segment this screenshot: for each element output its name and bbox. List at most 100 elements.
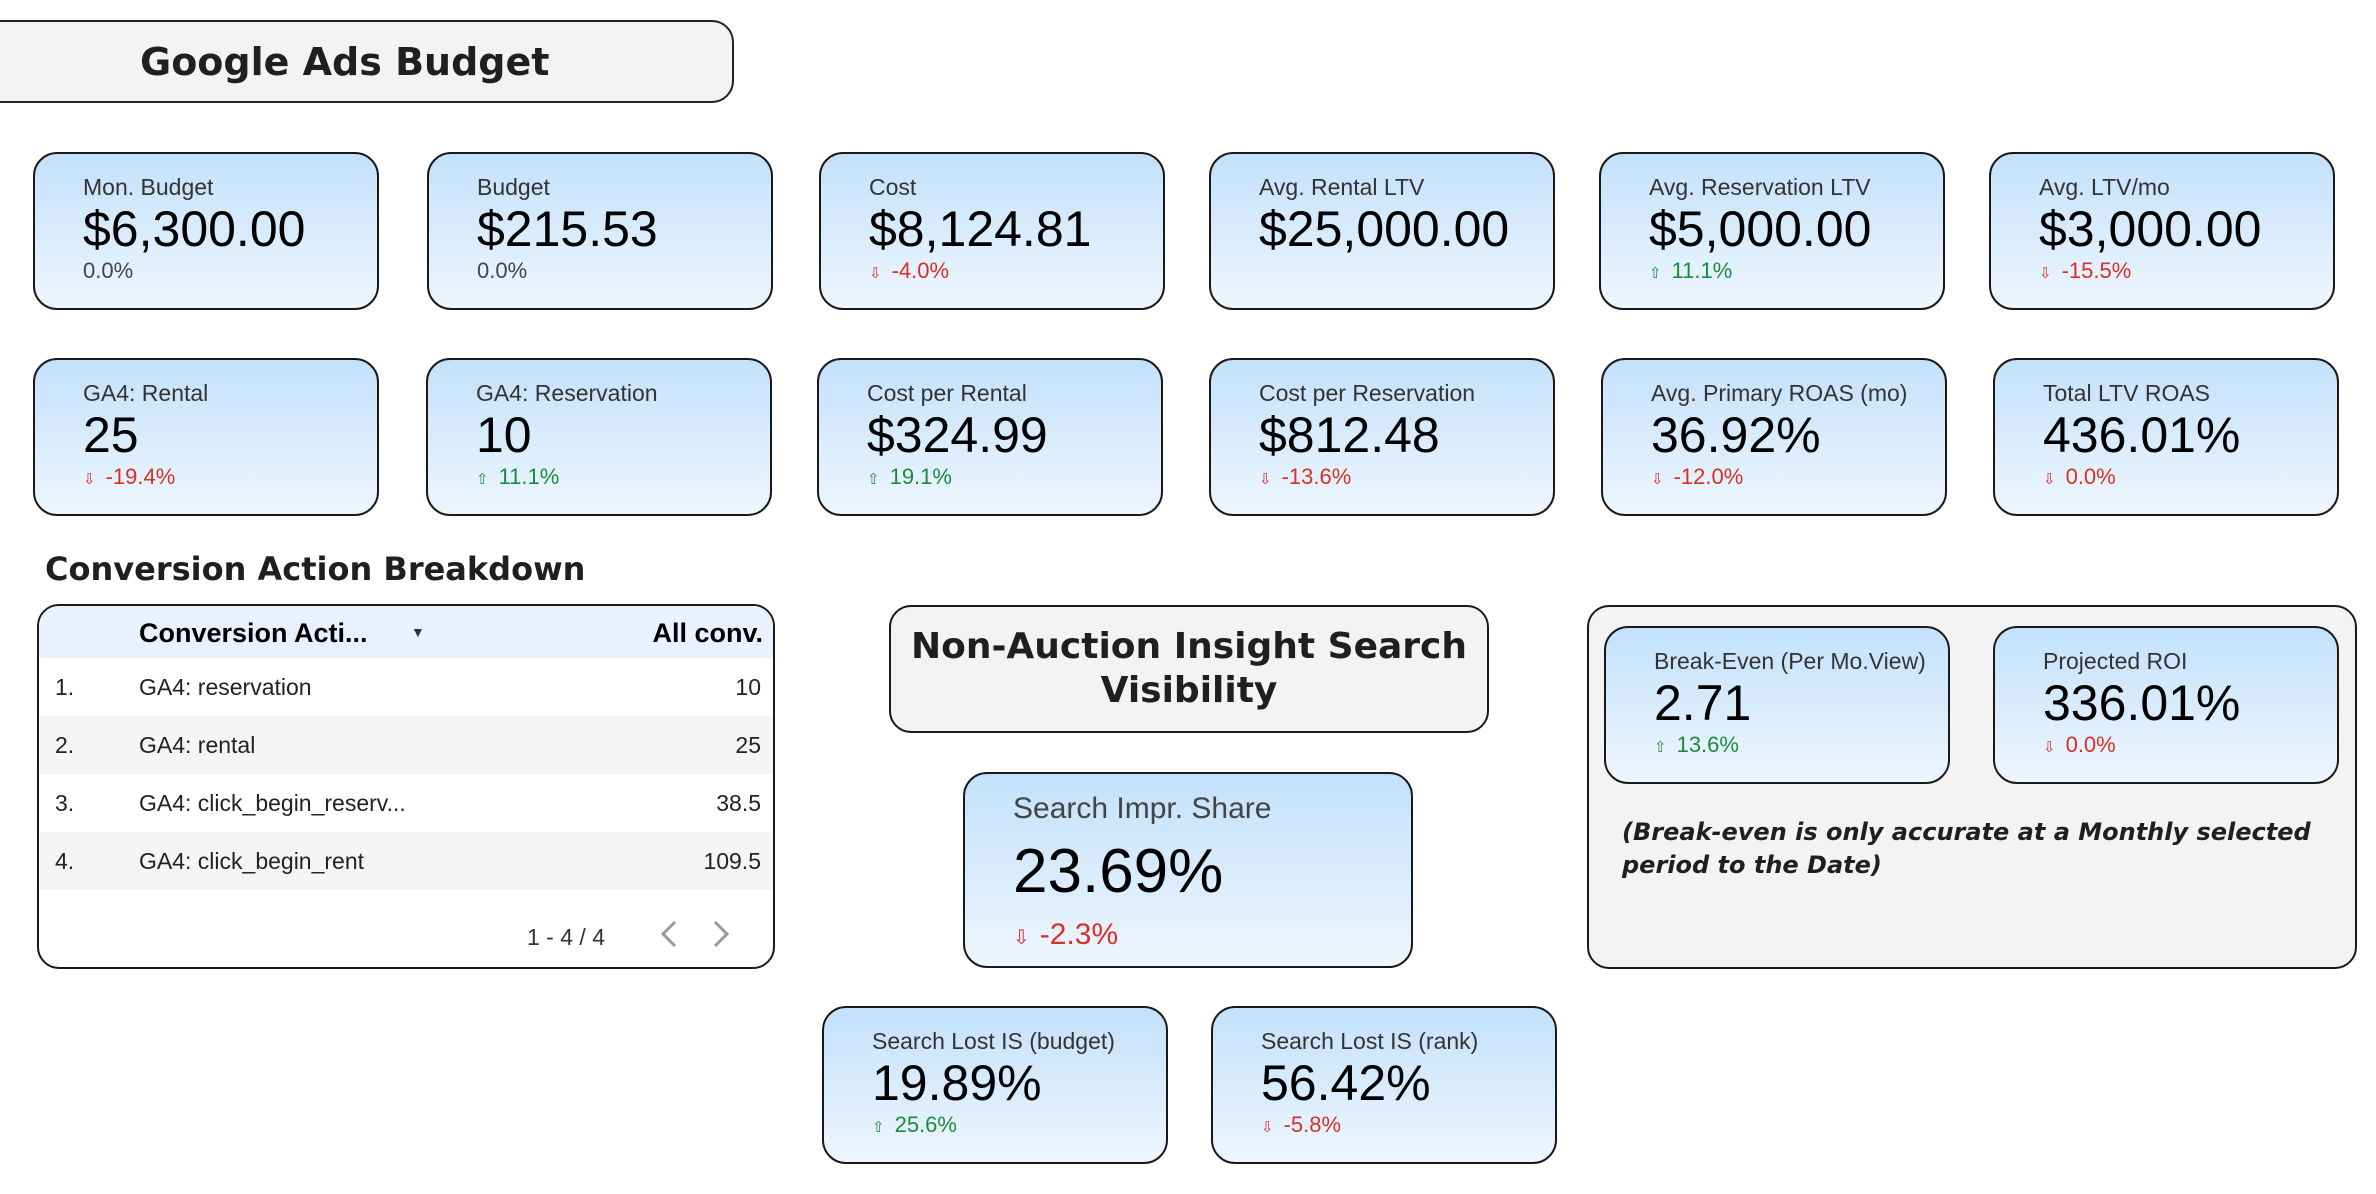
kpi-card-break-even[interactable]: Break-Even (Per Mo.View) 2.71 ⇧ 13.6% <box>1604 626 1950 784</box>
kpi-value: $25,000.00 <box>1259 201 1510 257</box>
kpi-value: 25 <box>83 407 139 463</box>
arrow-down-icon: ⇩ <box>2043 739 2056 756</box>
row-number: 4. <box>55 848 75 874</box>
kpi-change: ⇩ -5.8% <box>1261 1112 1342 1137</box>
arrow-down-icon: ⇩ <box>1013 927 1030 949</box>
kpi-label: Avg. Rental LTV <box>1259 174 1425 200</box>
row-number: 2. <box>55 732 75 758</box>
kpi-label: Search Impr. Share <box>1013 792 1272 825</box>
kpi-value: 56.42% <box>1261 1055 1431 1111</box>
kpi-value: 10 <box>476 407 532 463</box>
arrow-up-icon: ⇧ <box>867 471 880 488</box>
arrow-down-icon: ⇩ <box>2039 265 2052 282</box>
table-row[interactable]: 2. GA4: rental 25 <box>39 716 773 774</box>
kpi-value: 336.01% <box>2043 675 2241 731</box>
kpi-label: Cost per Reservation <box>1259 380 1476 406</box>
prev-page-button[interactable] <box>651 912 687 956</box>
kpi-label: Cost per Rental <box>867 380 1027 406</box>
kpi-card-ga4-reservation[interactable]: GA4: Reservation 10 ⇧ 11.1% <box>426 358 772 516</box>
break-even-note: (Break-even is only accurate at a Monthl… <box>1622 818 2311 879</box>
kpi-label: Projected ROI <box>2043 648 2188 674</box>
kpi-card-search-lost-is-budget[interactable]: Search Lost IS (budget) 19.89% ⇧ 25.6% <box>822 1006 1168 1164</box>
kpi-card-avg-reservation-ltv[interactable]: Avg. Reservation LTV $5,000.00 ⇧ 11.1% <box>1599 152 1945 310</box>
arrow-down-icon: ⇩ <box>83 471 96 488</box>
next-page-button[interactable] <box>703 912 739 956</box>
row-action: GA4: rental <box>139 732 256 758</box>
arrow-up-icon: ⇧ <box>476 471 489 488</box>
kpi-label: Break-Even (Per Mo.View) <box>1654 648 1926 674</box>
table-row[interactable]: 1. GA4: reservation 10 <box>39 658 773 716</box>
arrow-up-icon: ⇧ <box>1654 739 1667 756</box>
kpi-value: 2.71 <box>1654 675 1752 731</box>
kpi-card-avg-primary-roas[interactable]: Avg. Primary ROAS (mo) 36.92% ⇩ -12.0% <box>1601 358 1947 516</box>
chevron-right-icon <box>713 920 730 948</box>
kpi-card-mon-budget[interactable]: Mon. Budget $6,300.00 0.0% <box>33 152 379 310</box>
arrow-down-icon: ⇩ <box>1261 1119 1274 1136</box>
kpi-change: ⇩ 0.0% <box>2043 464 2116 489</box>
kpi-change: ⇩ 0.0% <box>2043 732 2116 757</box>
column-header-conversion-action[interactable]: Conversion Acti... <box>139 618 368 648</box>
conversion-table: Conversion Acti... ▼ All conv. 1. GA4: r… <box>37 604 775 969</box>
kpi-card-avg-rental-ltv[interactable]: Avg. Rental LTV $25,000.00 <box>1209 152 1555 310</box>
kpi-change: ⇩ -15.5% <box>2039 258 2132 283</box>
kpi-change: ⇧ 25.6% <box>872 1112 957 1137</box>
kpi-label: Avg. LTV/mo <box>2039 174 2170 200</box>
kpi-change: ⇩ -4.0% <box>869 258 950 283</box>
arrow-up-icon: ⇧ <box>1649 265 1662 282</box>
kpi-value: $812.48 <box>1259 407 1440 463</box>
kpi-value: $324.99 <box>867 407 1048 463</box>
non-auction-title: Non-Auction Insight Search Visibility <box>911 626 1467 711</box>
kpi-label: GA4: Rental <box>83 380 209 406</box>
kpi-card-search-lost-is-rank[interactable]: Search Lost IS (rank) 56.42% ⇩ -5.8% <box>1211 1006 1557 1164</box>
non-auction-title-banner: Non-Auction Insight Search Visibility <box>889 605 1489 733</box>
table-row[interactable]: 4. GA4: click_begin_rent 109.5 <box>39 832 773 890</box>
kpi-label: Mon. Budget <box>83 174 214 200</box>
kpi-label: Cost <box>869 174 917 200</box>
kpi-value: $8,124.81 <box>869 201 1092 257</box>
row-value: 10 <box>735 674 761 700</box>
kpi-label: Budget <box>477 174 550 200</box>
row-value: 38.5 <box>716 790 761 816</box>
kpi-change: ⇧ 11.1% <box>1649 258 1733 283</box>
row-number: 1. <box>55 674 75 700</box>
kpi-value: 36.92% <box>1651 407 1821 463</box>
kpi-change: ⇩ -2.3% <box>1013 918 1119 951</box>
arrow-down-icon: ⇩ <box>869 265 882 282</box>
kpi-value: $6,300.00 <box>83 201 306 257</box>
arrow-down-icon: ⇩ <box>1651 471 1664 488</box>
kpi-card-total-ltv-roas[interactable]: Total LTV ROAS 436.01% ⇩ 0.0% <box>1993 358 2339 516</box>
kpi-value: 436.01% <box>2043 407 2241 463</box>
kpi-card-projected-roi[interactable]: Projected ROI 336.01% ⇩ 0.0% <box>1993 626 2339 784</box>
kpi-card-cost-per-rental[interactable]: Cost per Rental $324.99 ⇧ 19.1% <box>817 358 1163 516</box>
kpi-change: 0.0% <box>83 258 134 283</box>
page-title-banner: Google Ads Budget <box>0 20 734 103</box>
kpi-card-avg-ltv-mo[interactable]: Avg. LTV/mo $3,000.00 ⇩ -15.5% <box>1989 152 2335 310</box>
row-number: 3. <box>55 790 75 816</box>
kpi-value: 19.89% <box>872 1055 1042 1111</box>
kpi-value: $215.53 <box>477 201 658 257</box>
row-action: GA4: reservation <box>139 674 312 700</box>
sort-caret-icon[interactable]: ▼ <box>411 624 425 640</box>
arrow-up-icon: ⇧ <box>872 1119 885 1136</box>
kpi-card-cost-per-reservation[interactable]: Cost per Reservation $812.48 ⇩ -13.6% <box>1209 358 1555 516</box>
kpi-value: $3,000.00 <box>2039 201 2262 257</box>
arrow-down-icon: ⇩ <box>2043 471 2056 488</box>
kpi-value: 23.69% <box>1013 837 1224 906</box>
kpi-card-ga4-rental[interactable]: GA4: Rental 25 ⇩ -19.4% <box>33 358 379 516</box>
chevron-left-icon <box>660 920 677 948</box>
kpi-change: ⇧ 13.6% <box>1654 732 1739 757</box>
kpi-value: $5,000.00 <box>1649 201 1872 257</box>
table-row[interactable]: 3. GA4: click_begin_reserv... 38.5 <box>39 774 773 832</box>
row-action: GA4: click_begin_rent <box>139 848 365 874</box>
column-header-all-conv[interactable]: All conv. <box>652 618 763 648</box>
kpi-card-search-impr-share[interactable]: Search Impr. Share 23.69% ⇩ -2.3% <box>963 772 1413 968</box>
kpi-change: ⇩ -13.6% <box>1259 464 1352 489</box>
arrow-down-icon: ⇩ <box>1259 471 1272 488</box>
kpi-card-budget[interactable]: Budget $215.53 0.0% <box>427 152 773 310</box>
kpi-change: ⇧ 11.1% <box>476 464 560 489</box>
row-value: 25 <box>735 732 761 758</box>
row-value: 109.5 <box>703 848 761 874</box>
kpi-label: Avg. Primary ROAS (mo) <box>1651 380 1908 406</box>
kpi-change: ⇧ 19.1% <box>867 464 952 489</box>
kpi-card-cost[interactable]: Cost $8,124.81 ⇩ -4.0% <box>819 152 1165 310</box>
